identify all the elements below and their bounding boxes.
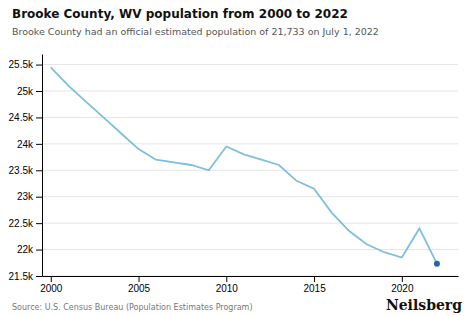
chart: Brooke County, WV population from 2000 t… [0, 0, 474, 316]
y-tick-label: 25.5k [9, 59, 34, 70]
y-tick-mark [36, 250, 42, 251]
y-tick: 24.5k [9, 112, 42, 123]
y-tick-mark [36, 170, 42, 171]
y-tick: 25.5k [9, 59, 42, 70]
y-tick: 25k [17, 86, 42, 97]
y-tick-mark [36, 276, 42, 277]
x-tick-label: 2010 [216, 283, 239, 294]
y-tick: 21.5k [9, 271, 42, 282]
y-axis: 21.5k 22k 22.5k 23k 23.5k 24k 24.5k 25k 25.5k [9, 55, 43, 282]
y-tick-label: 24k [17, 139, 34, 150]
x-tick-label: 2015 [303, 283, 326, 294]
point [434, 261, 440, 267]
y-tick: 23.5k [9, 165, 42, 176]
grid-line [42, 196, 458, 197]
x-tick-mark [314, 276, 315, 282]
y-tick-mark [36, 117, 42, 118]
x-tick-mark [402, 276, 403, 282]
y-tick: 24k [17, 139, 42, 150]
y-tick: 23k [17, 191, 42, 202]
x-tick-mark [51, 276, 52, 282]
subtitle: Brooke County had an official estimated … [12, 26, 379, 37]
y-tick-label: 22.5k [9, 218, 34, 229]
x-tick-label: 2020 [391, 283, 414, 294]
x-tick-mark [139, 276, 140, 282]
x-tick: 2005 [128, 276, 151, 294]
plot: 2000 2005 2010 2015 2020 21.5k 22k 22.5k 23k 23.5… [9, 55, 459, 295]
y-tick-mark [36, 144, 42, 145]
y-tick-label: 24.5k [9, 112, 34, 123]
y-axis-line [42, 55, 43, 277]
x-tick: 2015 [303, 276, 326, 294]
x-tick-label: 2005 [128, 283, 151, 294]
grid-line [42, 143, 458, 144]
grid [42, 65, 458, 276]
x-tick: 2020 [391, 276, 414, 294]
grid-line [42, 64, 458, 65]
x-tick-label: 2000 [40, 283, 63, 294]
y-tick-mark [36, 197, 42, 198]
y-tick-label: 22k [17, 244, 34, 255]
grid-line [42, 170, 458, 171]
y-tick: 22k [17, 244, 42, 255]
line [51, 67, 437, 263]
marks [51, 67, 440, 266]
title: Brooke County, WV population from 2000 t… [12, 7, 348, 21]
grid-line [42, 276, 458, 277]
y-tick-mark [36, 65, 42, 66]
x-axis: 2000 2005 2010 2015 2020 [40, 276, 458, 294]
x-axis-line [43, 276, 459, 277]
y-tick-mark [36, 223, 42, 224]
x-tick: 2000 [40, 276, 63, 294]
y-tick-label: 25k [17, 86, 34, 97]
grid-line [42, 249, 458, 250]
brand: Neilsberg [386, 297, 462, 313]
x-tick: 2010 [216, 276, 239, 294]
y-tick: 22.5k [9, 218, 42, 229]
y-tick-label: 21.5k [9, 271, 34, 282]
grid-line [42, 91, 458, 92]
x-tick-mark [226, 276, 227, 282]
grid-line [42, 223, 458, 224]
y-tick-mark [36, 91, 42, 92]
y-tick-label: 23k [17, 191, 34, 202]
y-tick-label: 23.5k [9, 165, 34, 176]
source: Source: U.S. Census Bureau (Population E… [12, 303, 253, 312]
